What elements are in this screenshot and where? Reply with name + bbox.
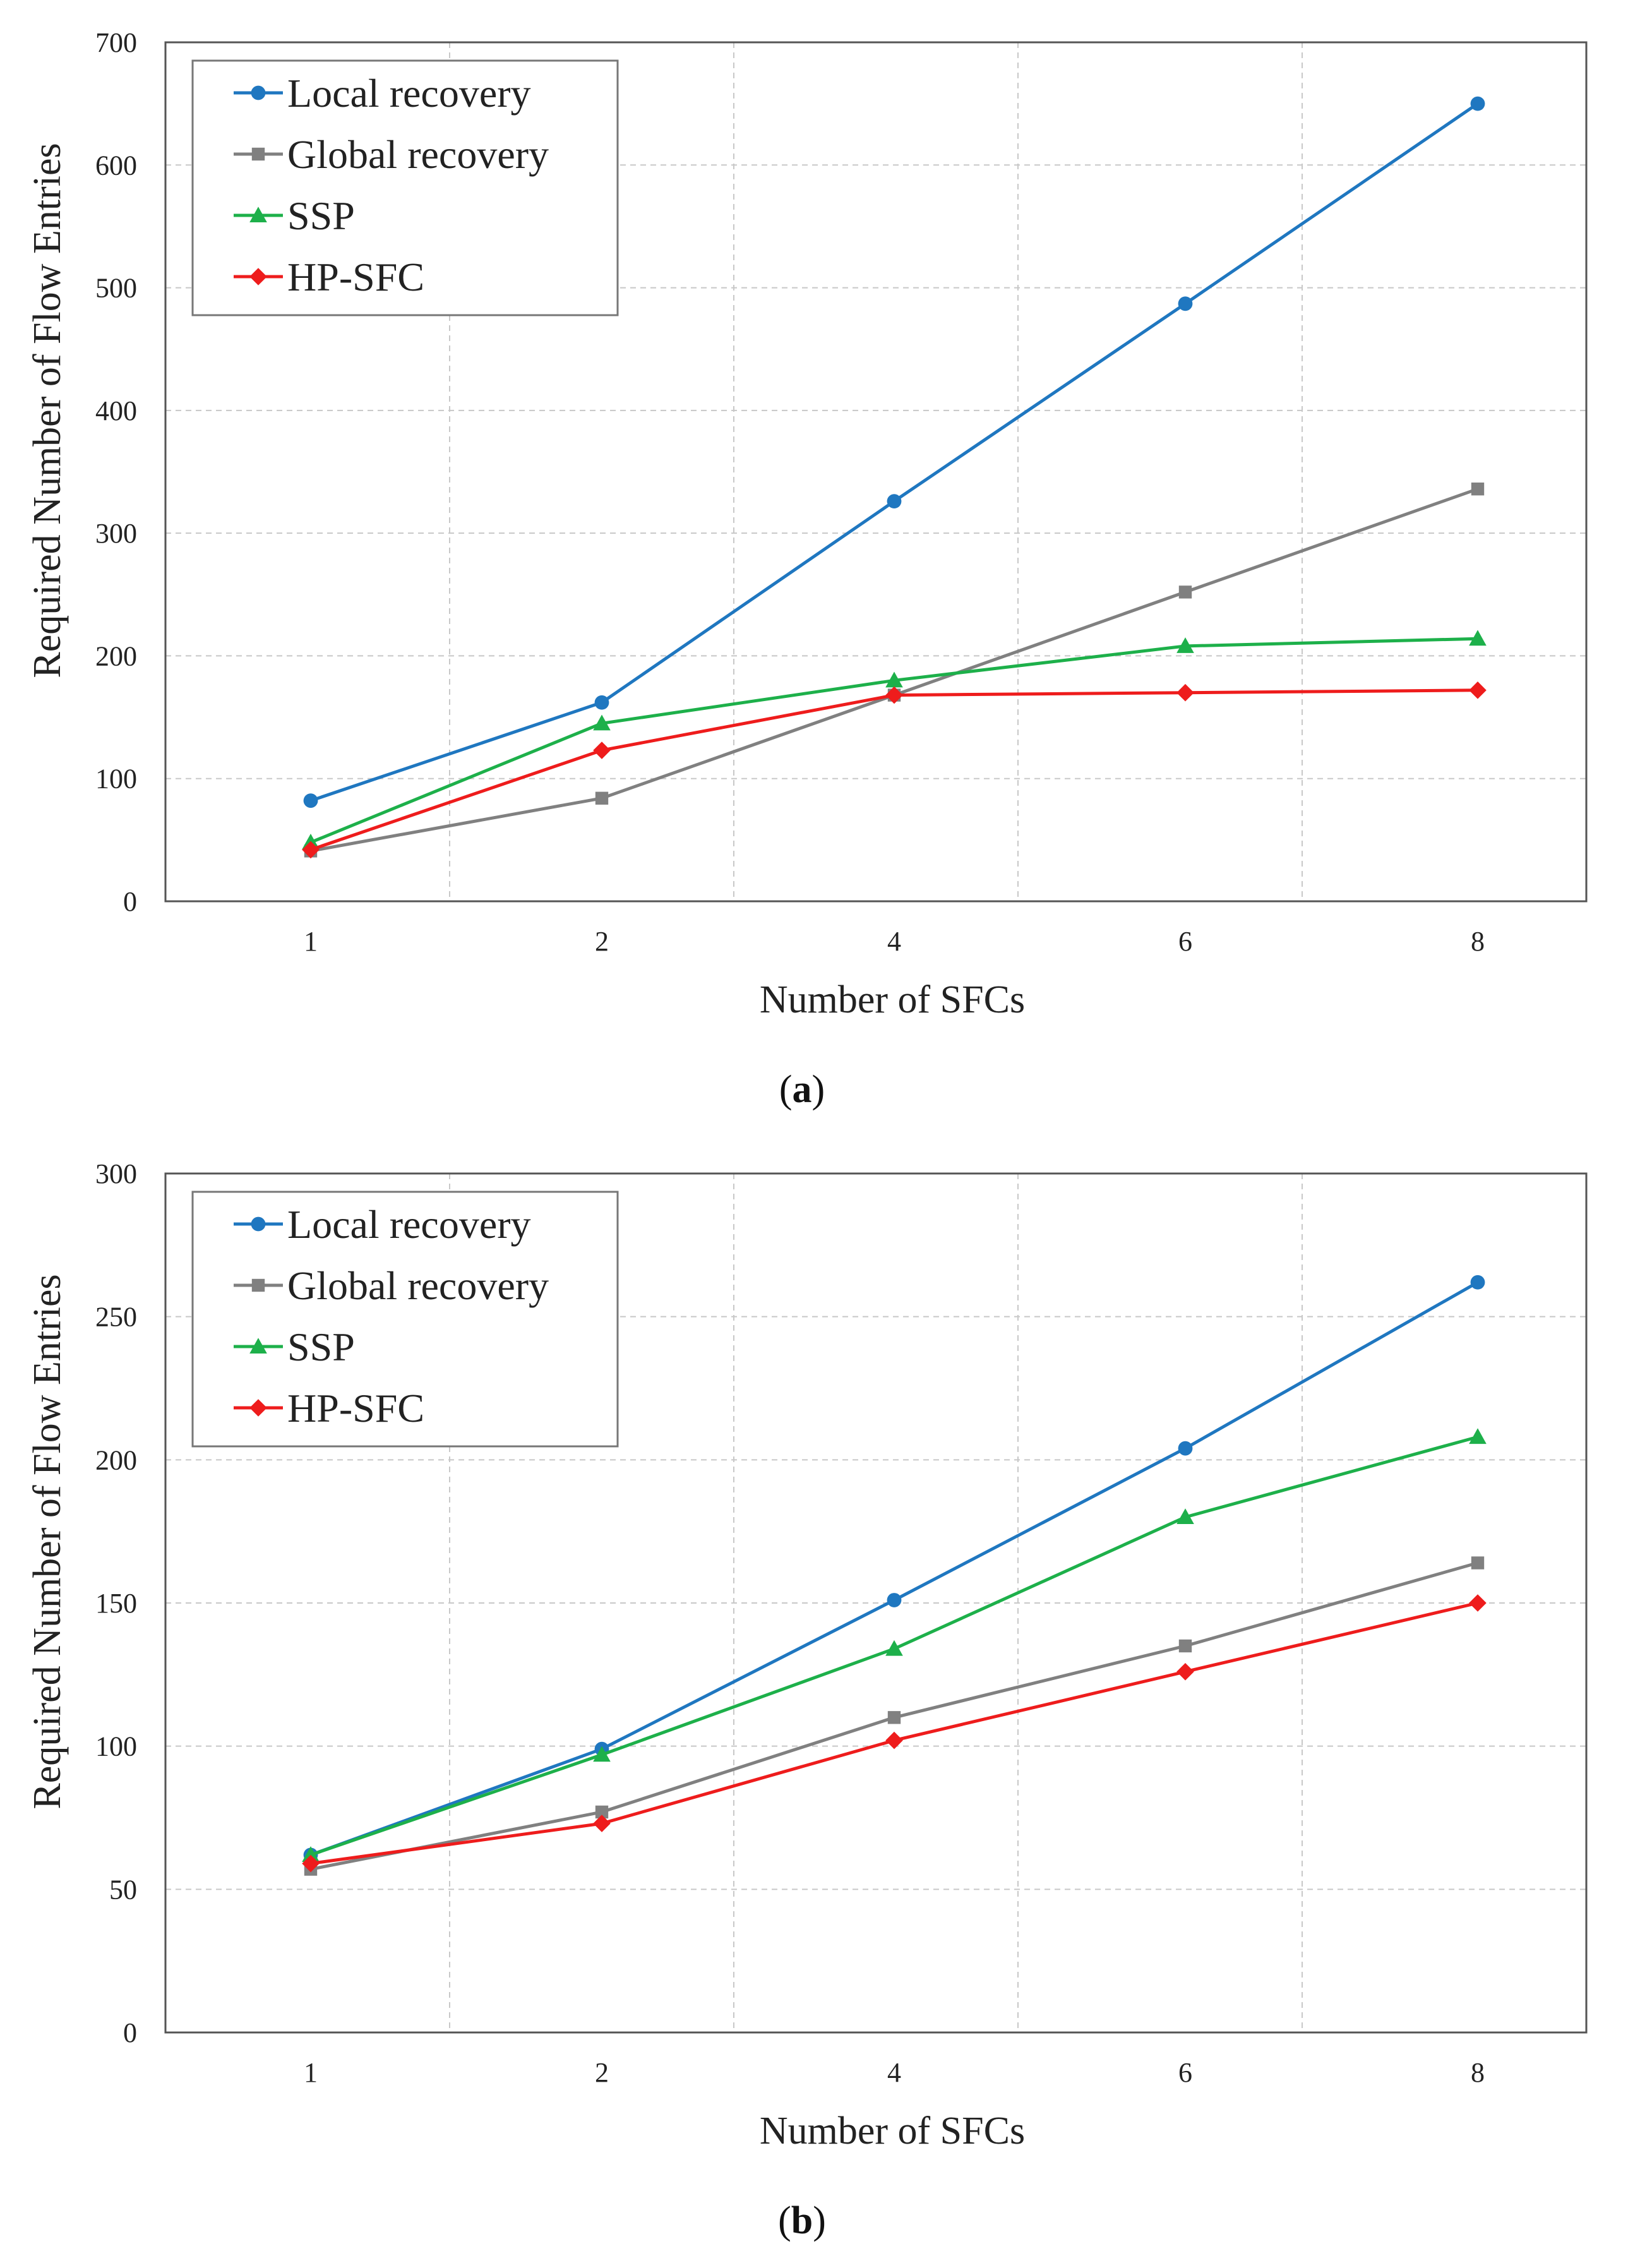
- legend-marker-local-recovery: [251, 1216, 266, 1232]
- y-axis-title-b: Required Number of Flow Entries: [26, 1274, 69, 1809]
- chart-b: 0 50 100 150 200 250 300 1 2 4 6 8 Local recovery Gl…: [26, 1158, 1588, 2242]
- y-tick-label: 500: [95, 273, 137, 304]
- data-point-ssp: [593, 714, 611, 731]
- legend-marker-global-recovery: [251, 147, 265, 161]
- legend-marker-hp-sfc: [249, 1399, 267, 1417]
- data-point-local-recovery: [887, 494, 902, 509]
- legend-a: Local recovery Global recovery SSP HP-SFC: [191, 59, 619, 316]
- y-tick-label: 0: [123, 886, 137, 917]
- y-tick-label: 600: [95, 150, 137, 181]
- data-point-ssp: [885, 1640, 903, 1656]
- x-tick-label: 8: [1471, 2057, 1485, 2088]
- data-point-hp-sfc: [1469, 1594, 1487, 1612]
- y-tick-label: 250: [95, 1302, 137, 1333]
- y-axis-title-a: Required Number of Flow Entries: [26, 143, 69, 678]
- legend-marker-global-recovery: [251, 1278, 265, 1292]
- y-tick-label: 150: [95, 1588, 137, 1619]
- y-tick-label: 100: [95, 1731, 137, 1762]
- legend-b: Local recovery Global recovery SSP HP-SFC: [191, 1191, 619, 1448]
- legend-marker-hp-sfc: [249, 268, 267, 285]
- y-tick-label: 200: [95, 640, 137, 671]
- chart-a: 0 100 200 300 400 500 600 700 1 2 4 6 8 Local recove…: [26, 27, 1588, 1111]
- x-tick-label: 6: [1178, 926, 1192, 957]
- plot-frame: [164, 41, 1588, 903]
- data-point-ssp: [1176, 1508, 1194, 1525]
- panel-label-a: (a): [779, 1068, 825, 1111]
- y-tick-label: 50: [109, 1874, 137, 1905]
- data-point-local-recovery: [887, 1593, 902, 1607]
- x-tick-label: 4: [887, 926, 901, 957]
- legend-label-hp-sfc: HP-SFC: [287, 255, 424, 299]
- data-point-ssp: [302, 1846, 320, 1862]
- x-tick-label: 2: [595, 2057, 609, 2088]
- data-point-ssp: [593, 1746, 611, 1762]
- x-tick-label: 6: [1178, 2057, 1192, 2088]
- legend-label-global-recovery: Global recovery: [287, 1263, 549, 1308]
- data-point-local-recovery: [1470, 1275, 1485, 1290]
- legend-marker-ssp: [249, 207, 267, 223]
- legend-box: [191, 59, 619, 316]
- data-point-global-recovery: [1471, 483, 1485, 496]
- x-tick-label: 8: [1471, 926, 1485, 957]
- data-point-global-recovery: [595, 791, 609, 805]
- legend-label-global-recovery: Global recovery: [287, 132, 549, 177]
- data-point-local-recovery: [1178, 296, 1193, 311]
- y-tick-label: 700: [95, 27, 137, 58]
- legend-label-hp-sfc: HP-SFC: [287, 1386, 424, 1431]
- data-point-hp-sfc: [593, 1815, 611, 1832]
- data-point-ssp: [885, 671, 903, 688]
- data-point-hp-sfc: [885, 686, 903, 704]
- data-point-local-recovery: [303, 793, 318, 808]
- legend-marker-ssp: [249, 1338, 267, 1354]
- x-tick-label: 4: [887, 2057, 901, 2088]
- data-point-ssp: [1176, 637, 1194, 653]
- y-tick-label: 300: [95, 1158, 137, 1189]
- data-point-ssp: [1469, 1428, 1487, 1444]
- plot-frame: [164, 1172, 1588, 2034]
- panel-label-b: (b): [778, 2199, 826, 2242]
- data-point-local-recovery: [594, 695, 609, 710]
- data-point-global-recovery: [1471, 1556, 1485, 1570]
- legend-marker-local-recovery: [251, 85, 266, 100]
- data-point-global-recovery: [1178, 1639, 1192, 1653]
- data-point-hp-sfc: [1469, 681, 1487, 699]
- data-point-global-recovery: [1178, 585, 1192, 599]
- data-point-ssp: [1469, 630, 1487, 646]
- x-axis-title-a: Number of SFCs: [760, 978, 1025, 1021]
- x-axis-title-b: Number of SFCs: [760, 2110, 1025, 2152]
- y-tick-label: 400: [95, 395, 137, 426]
- data-point-hp-sfc: [302, 841, 320, 859]
- data-point-global-recovery: [595, 1805, 609, 1819]
- data-point-local-recovery: [1178, 1441, 1193, 1456]
- data-point-hp-sfc: [302, 1854, 320, 1873]
- y-tick-label: 0: [123, 2017, 137, 2048]
- data-point-hp-sfc: [593, 741, 611, 759]
- y-tick-label: 300: [95, 518, 137, 549]
- legend-label-local-recovery: Local recovery: [287, 1202, 531, 1247]
- legend-label-ssp: SSP: [287, 1324, 355, 1369]
- x-tick-label: 2: [595, 926, 609, 957]
- legend-label-local-recovery: Local recovery: [287, 71, 531, 116]
- y-tick-label: 200: [95, 1444, 137, 1475]
- data-point-hp-sfc: [1176, 683, 1194, 702]
- x-tick-label: 1: [304, 926, 318, 957]
- data-point-local-recovery: [1470, 96, 1485, 111]
- data-point-global-recovery: [887, 1711, 901, 1724]
- legend-label-ssp: SSP: [287, 193, 355, 238]
- x-tick-label: 1: [304, 2057, 318, 2088]
- legend-box: [191, 1191, 619, 1448]
- y-tick-label: 100: [95, 764, 137, 795]
